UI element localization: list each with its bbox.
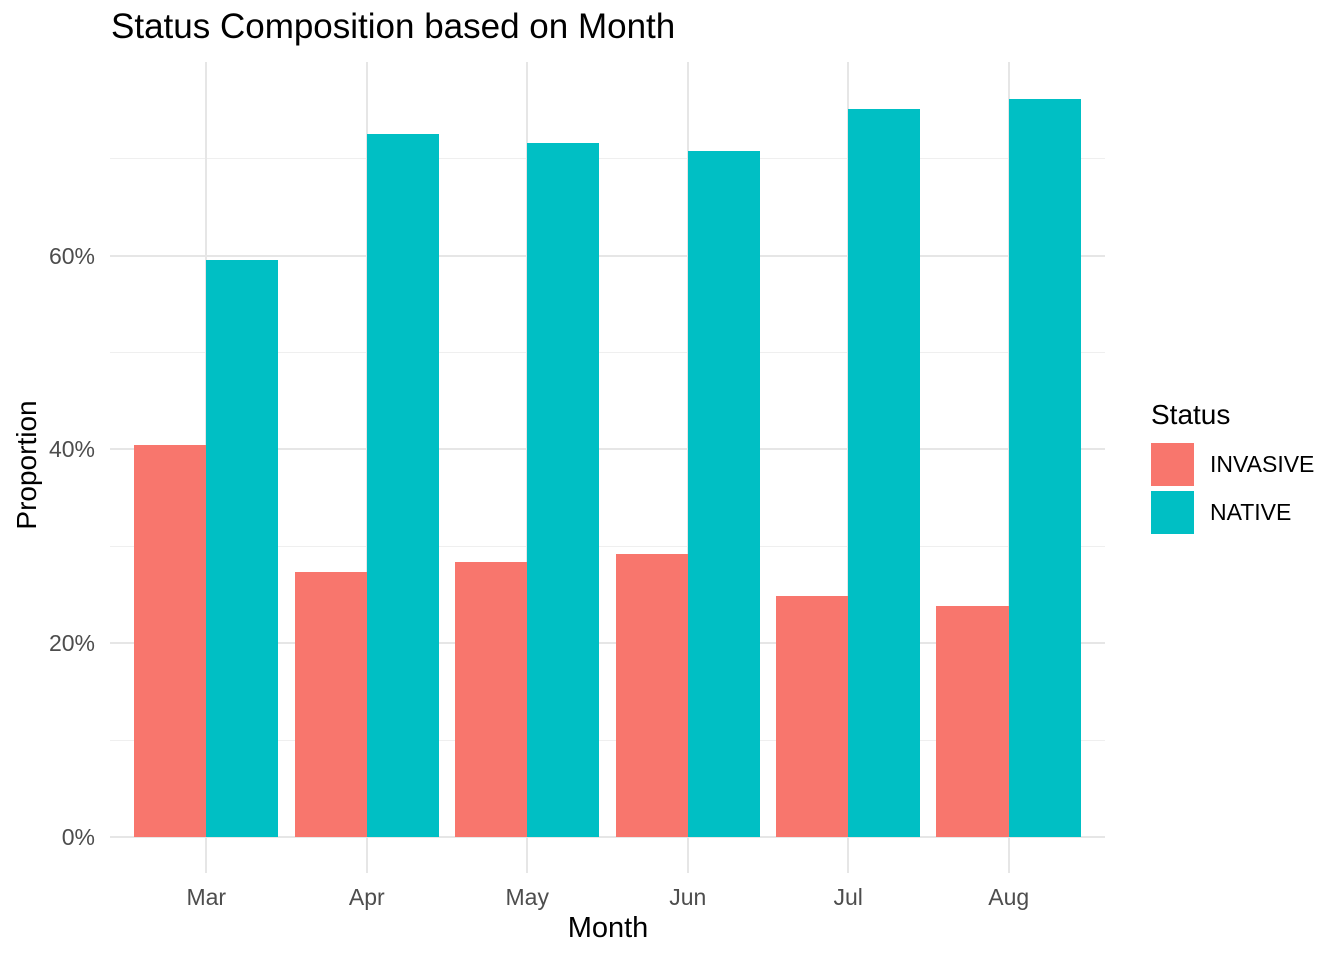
legend-label-invasive: INVASIVE [1210,451,1315,477]
h-gridline-minor-70 [110,158,1105,160]
legend-swatch-native [1151,491,1194,534]
legend-entry-invasive: INVASIVE [1151,443,1336,486]
bar-native-apr [366,133,439,837]
bar-invasive-aug [936,606,1009,837]
bar-invasive-apr [294,571,367,837]
bar-invasive-mar [134,444,207,837]
bar-native-jul [848,109,921,837]
h-gridline-major-60 [110,254,1105,257]
y-tick-label-40: 40% [48,436,95,463]
h-gridline-minor-50 [110,352,1105,353]
y-tick-label-60: 60% [48,242,95,269]
h-gridline-minor-30 [110,545,1105,547]
x-tick-label-jul: Jul [833,884,863,910]
bar-invasive-may [455,561,528,837]
bar-native-may [527,143,600,837]
plot-title: Status Composition based on Month [111,7,676,46]
x-tick-label-aug: Aug [988,884,1030,910]
legend-label-native: NATIVE [1210,499,1292,525]
h-gridline-major-20 [110,642,1105,645]
h-gridline-minor-10 [110,739,1105,741]
x-tick-label-may: May [505,884,549,910]
h-gridline-major-0 [110,836,1105,838]
y-tick-label-0: 0% [61,824,95,850]
x-axis-title: Month [567,912,649,944]
y-tick-label-20: 20% [48,630,95,657]
bar-native-aug [1008,98,1081,837]
x-tick-label-mar: Mar [186,884,227,910]
plot-panel [110,62,1105,873]
bar-invasive-jul [776,595,849,837]
x-tick-label-apr: Apr [348,884,385,910]
h-gridline-major-40 [110,448,1105,451]
legend: Status INVASIVE NATIVE [1151,398,1336,534]
bar-native-jun [687,150,760,837]
bar-invasive-jun [615,554,688,837]
legend-entries: INVASIVE NATIVE [1151,443,1336,534]
bar-native-mar [206,260,279,837]
legend-swatch-invasive [1151,443,1194,486]
legend-entry-native: NATIVE [1151,491,1336,534]
legend-title: Status [1151,399,1231,430]
x-tick-label-jun: Jun [669,884,707,910]
y-axis-title: Proportion [11,400,42,530]
